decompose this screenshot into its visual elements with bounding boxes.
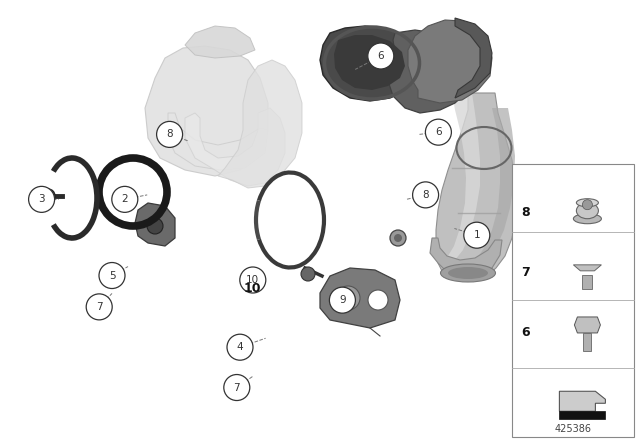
Text: 7: 7: [234, 383, 240, 392]
Ellipse shape: [448, 267, 488, 279]
Polygon shape: [218, 60, 302, 188]
Circle shape: [41, 189, 55, 203]
Text: 8: 8: [422, 190, 429, 200]
FancyBboxPatch shape: [584, 333, 591, 351]
Text: 9: 9: [339, 295, 346, 305]
Circle shape: [227, 334, 253, 360]
Polygon shape: [574, 317, 600, 333]
Text: 4: 4: [237, 342, 243, 352]
Circle shape: [368, 43, 394, 69]
Polygon shape: [476, 108, 515, 266]
Polygon shape: [408, 20, 492, 103]
Text: 8: 8: [522, 206, 531, 219]
Circle shape: [99, 263, 125, 289]
Text: 6: 6: [522, 327, 531, 340]
Polygon shape: [436, 93, 516, 278]
FancyBboxPatch shape: [582, 275, 593, 289]
Text: 8: 8: [166, 129, 173, 139]
Text: 10: 10: [246, 275, 259, 285]
Ellipse shape: [577, 199, 598, 207]
Text: 10: 10: [244, 282, 262, 296]
Circle shape: [301, 267, 315, 281]
Text: 6: 6: [378, 51, 384, 61]
Text: 1: 1: [474, 230, 480, 240]
Polygon shape: [135, 203, 175, 246]
Polygon shape: [185, 26, 255, 58]
Polygon shape: [430, 238, 502, 278]
Polygon shape: [168, 113, 268, 170]
Polygon shape: [448, 88, 480, 266]
Ellipse shape: [440, 264, 495, 282]
Text: 425386: 425386: [554, 424, 591, 434]
Polygon shape: [455, 18, 492, 98]
Ellipse shape: [577, 202, 598, 219]
Polygon shape: [388, 30, 472, 113]
Circle shape: [464, 222, 490, 248]
Ellipse shape: [573, 214, 602, 224]
Circle shape: [368, 290, 388, 310]
Text: 5: 5: [109, 271, 115, 280]
Circle shape: [330, 287, 355, 313]
Polygon shape: [334, 35, 405, 90]
Polygon shape: [559, 391, 605, 411]
Text: 6: 6: [435, 127, 442, 137]
Circle shape: [336, 286, 360, 310]
Text: 7: 7: [522, 266, 531, 280]
Circle shape: [394, 234, 402, 242]
Polygon shape: [320, 26, 422, 101]
Polygon shape: [320, 268, 400, 328]
Polygon shape: [573, 265, 602, 271]
Polygon shape: [559, 411, 605, 419]
Polygon shape: [145, 46, 268, 176]
Text: 2: 2: [122, 194, 128, 204]
Circle shape: [147, 218, 163, 234]
Circle shape: [86, 294, 112, 320]
Circle shape: [582, 200, 593, 210]
Circle shape: [390, 230, 406, 246]
Circle shape: [426, 119, 451, 145]
Text: 3: 3: [38, 194, 45, 204]
Circle shape: [29, 186, 54, 212]
Text: 7: 7: [96, 302, 102, 312]
Circle shape: [413, 182, 438, 208]
Circle shape: [112, 186, 138, 212]
Circle shape: [157, 121, 182, 147]
Circle shape: [240, 267, 266, 293]
FancyBboxPatch shape: [512, 164, 634, 437]
Polygon shape: [185, 108, 285, 186]
Circle shape: [224, 375, 250, 401]
